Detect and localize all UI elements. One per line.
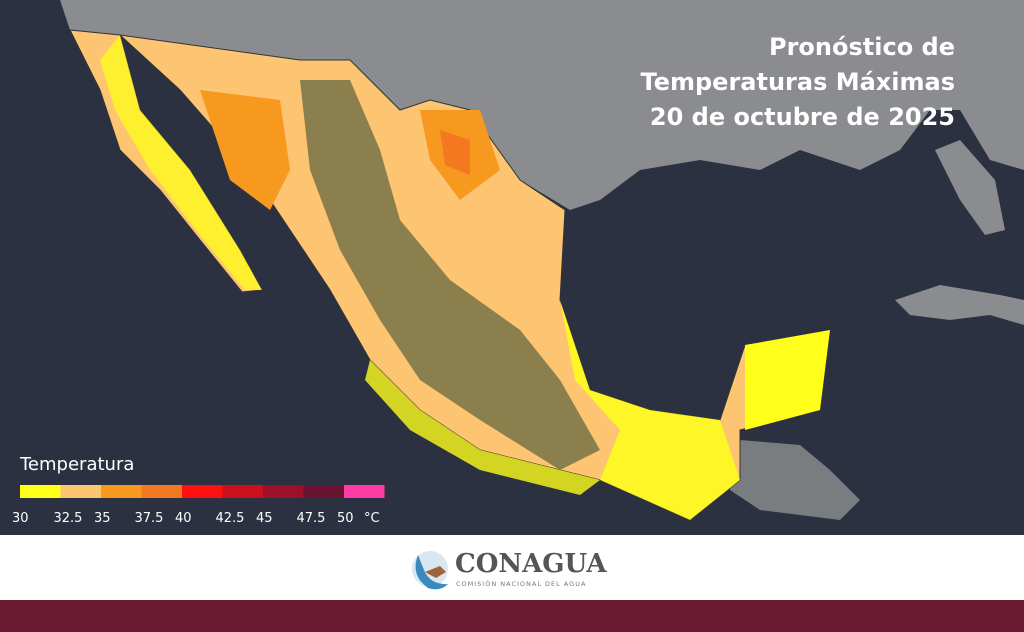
legend-unit: °C [364, 511, 380, 526]
legend: 30 32.5 35 37.5 40 42.5 45 47.5 50 °C [12, 485, 385, 526]
central-america [730, 440, 860, 520]
legend-label: 37.5 [135, 511, 164, 526]
logo-icon [412, 551, 448, 590]
title-line: Temperaturas Máximas [641, 68, 955, 96]
legend-label: 42.5 [216, 511, 245, 526]
legend-swatch [303, 485, 344, 498]
legend-swatch [182, 485, 223, 498]
legend-swatch [344, 485, 385, 498]
yucatan-area [745, 330, 830, 430]
legend-title: Temperatura [19, 454, 134, 475]
title-line: Pronóstico de [769, 33, 955, 61]
logo-subtitle: COMISIÓN NACIONAL DEL AGUA [456, 579, 586, 588]
legend-swatch [263, 485, 304, 498]
legend-label: 40 [175, 511, 192, 526]
bottom-band [0, 600, 1024, 632]
legend-label: 47.5 [297, 511, 326, 526]
footer-band [0, 535, 1024, 600]
warm-area [200, 90, 290, 210]
legend-swatch [141, 485, 182, 498]
legend-label: 45 [256, 511, 273, 526]
cuba [895, 285, 1024, 325]
legend-swatch [222, 485, 263, 498]
us-land [60, 0, 1024, 210]
florida [935, 140, 1005, 235]
highlands [300, 80, 600, 470]
title-line: 20 de octubre de 2025 [650, 103, 955, 131]
legend-label: 50 [337, 511, 354, 526]
gulf-coast-area [560, 300, 740, 520]
legend-label: 32.5 [54, 511, 83, 526]
logo-name: CONAGUA [455, 549, 607, 579]
legend-label: 35 [94, 511, 111, 526]
legend-swatch [101, 485, 142, 498]
legend-swatch [20, 485, 61, 498]
legend-swatch [60, 485, 101, 498]
legend-label: 30 [12, 511, 29, 526]
hot-area [440, 130, 470, 175]
baja-coast-area [100, 35, 262, 290]
pacific-coast-area [365, 360, 600, 495]
